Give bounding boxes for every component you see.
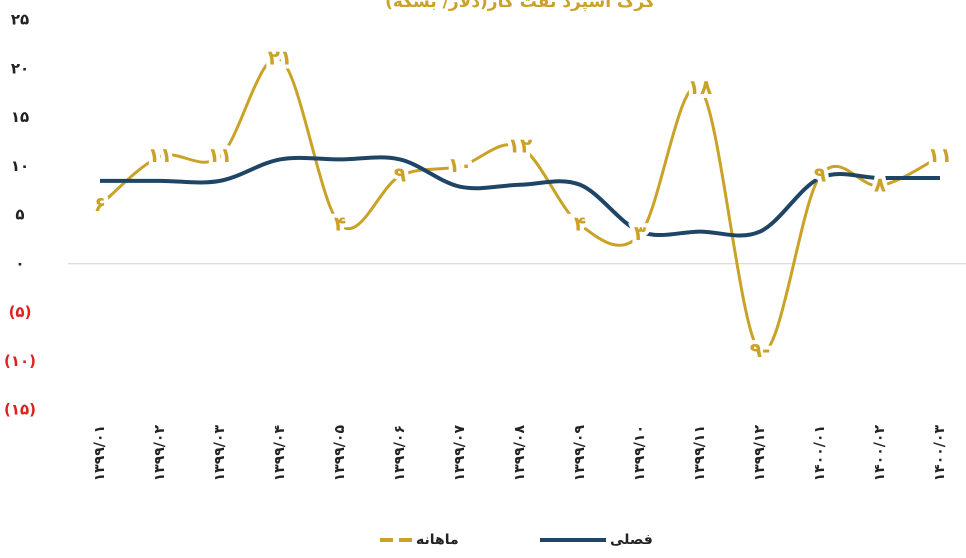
data-label: ۱۲ — [508, 133, 532, 157]
legend-label: ماهانه — [416, 532, 459, 548]
legend-label: فصلی — [610, 532, 653, 548]
x-tick-label: ۱۳۹۹/۱۲ — [752, 425, 768, 482]
y-tick-label: ۲۰ — [11, 59, 29, 77]
data-label: ۸ — [874, 172, 886, 196]
data-label: ۹- — [750, 338, 771, 362]
chart-title: کرک اسپرد نفت گاز(دلار/ بشکه) — [385, 0, 655, 12]
data-label: ۱۱ — [928, 143, 952, 167]
y-tick-label: ۲۵ — [11, 11, 29, 29]
data-label: ۲۱ — [268, 46, 292, 70]
data-label: ۴ — [574, 211, 586, 235]
x-tick-label: ۱۴۰۰/۰۳ — [932, 425, 948, 482]
data-label: ۱۰ — [448, 153, 472, 177]
x-tick-label: ۱۳۹۹/۰۴ — [272, 425, 288, 482]
x-tick-label: ۱۳۹۹/۰۳ — [212, 425, 228, 482]
y-tick-label: ۰ — [15, 254, 24, 272]
series-line — [100, 155, 940, 238]
x-tick-label: ۱۳۹۹/۰۱ — [92, 425, 108, 481]
data-label: ۹ — [814, 163, 826, 187]
x-tick-label: ۱۳۹۹/۰۶ — [392, 425, 408, 481]
x-tick-label: ۱۳۹۹/۰۸ — [512, 425, 528, 482]
x-tick-label: ۱۴۰۰/۰۲ — [872, 425, 888, 482]
y-tick-label: ۵ — [15, 206, 24, 224]
y-tick-label: (۱۰) — [4, 352, 36, 370]
x-tick-label: ۱۳۹۹/۰۲ — [152, 425, 168, 482]
series-line — [99, 56, 941, 354]
y-tick-label: ۱۵ — [11, 108, 29, 126]
data-label: ۱۱ — [148, 143, 172, 167]
data-label: ۹ — [394, 163, 406, 187]
y-tick-label: (۱۵) — [4, 401, 36, 419]
x-tick-label: ۱۳۹۹/۰۹ — [572, 425, 588, 482]
data-label: ۴ — [334, 211, 346, 235]
x-tick-label: ۱۴۰۰/۰۱ — [812, 425, 828, 481]
x-tick-label: ۱۳۹۹/۱۰ — [632, 425, 648, 481]
data-label: ۳ — [634, 221, 646, 245]
y-tick-label: ۱۰ — [11, 157, 29, 175]
x-tick-label: ۱۳۹۹/۰۵ — [332, 425, 348, 482]
y-tick-label: (۵) — [9, 303, 32, 321]
data-label: ۱۱ — [208, 143, 232, 167]
data-label: ۱۸ — [688, 75, 712, 99]
x-tick-label: ۱۳۹۹/۱۱ — [692, 425, 708, 481]
data-label: ۶ — [94, 192, 106, 216]
x-tick-label: ۱۳۹۹/۰۷ — [452, 425, 468, 482]
